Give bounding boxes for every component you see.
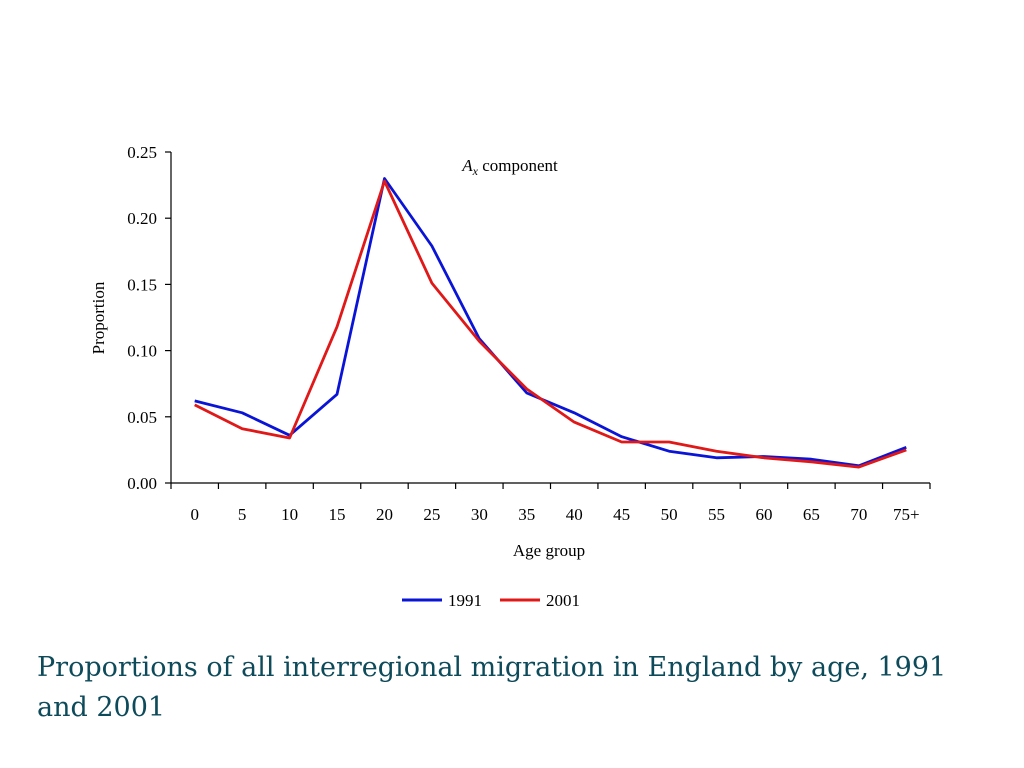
slide-caption: Proportions of all interregional migrati… <box>37 652 947 723</box>
chart-title: Ax component <box>461 156 558 178</box>
chart-title-sub: x <box>472 164 479 178</box>
series-line-1991 <box>194 177 907 468</box>
x-tick-label: 5 <box>238 505 247 524</box>
x-tick-label: 60 <box>755 505 772 524</box>
x-tick-label: 40 <box>566 505 583 524</box>
series-line-2001 <box>194 179 907 469</box>
chart-title-main: A <box>461 156 473 175</box>
y-tick-label: 0.25 <box>127 143 157 162</box>
legend-label-2001: 2001 <box>546 591 580 610</box>
x-tick-label: 55 <box>708 505 725 524</box>
x-tick-label: 15 <box>329 505 346 524</box>
chart-title-rest: component <box>478 156 558 175</box>
line-chart: Ax component 0.00 0.05 0.10 0.15 0.20 0.25 0 5 1… <box>89 143 931 610</box>
x-tick-label: 0 <box>190 505 199 524</box>
x-tick-label: 75+ <box>893 505 920 524</box>
x-axis-label: Age group <box>513 541 585 560</box>
y-axis-label: Proportion <box>89 281 108 354</box>
x-tick-label: 30 <box>471 505 488 524</box>
y-tick-label: 0.20 <box>127 209 157 228</box>
x-tick-label: 70 <box>850 505 867 524</box>
x-tick-label: 25 <box>423 505 440 524</box>
y-tick-label: 0.10 <box>127 342 157 361</box>
x-tick-label: 20 <box>376 505 393 524</box>
x-tick-label: 50 <box>661 505 678 524</box>
y-tick-label: 0.15 <box>127 275 157 294</box>
x-tick-label: 35 <box>518 505 535 524</box>
x-tick-label: 65 <box>803 505 820 524</box>
y-tick-label: 0.00 <box>127 474 157 493</box>
y-tick-label: 0.05 <box>127 408 157 427</box>
x-tick-label: 10 <box>281 505 298 524</box>
legend-label-1991: 1991 <box>448 591 482 610</box>
legend: 1991 2001 <box>402 591 580 610</box>
x-tick-label: 45 <box>613 505 630 524</box>
